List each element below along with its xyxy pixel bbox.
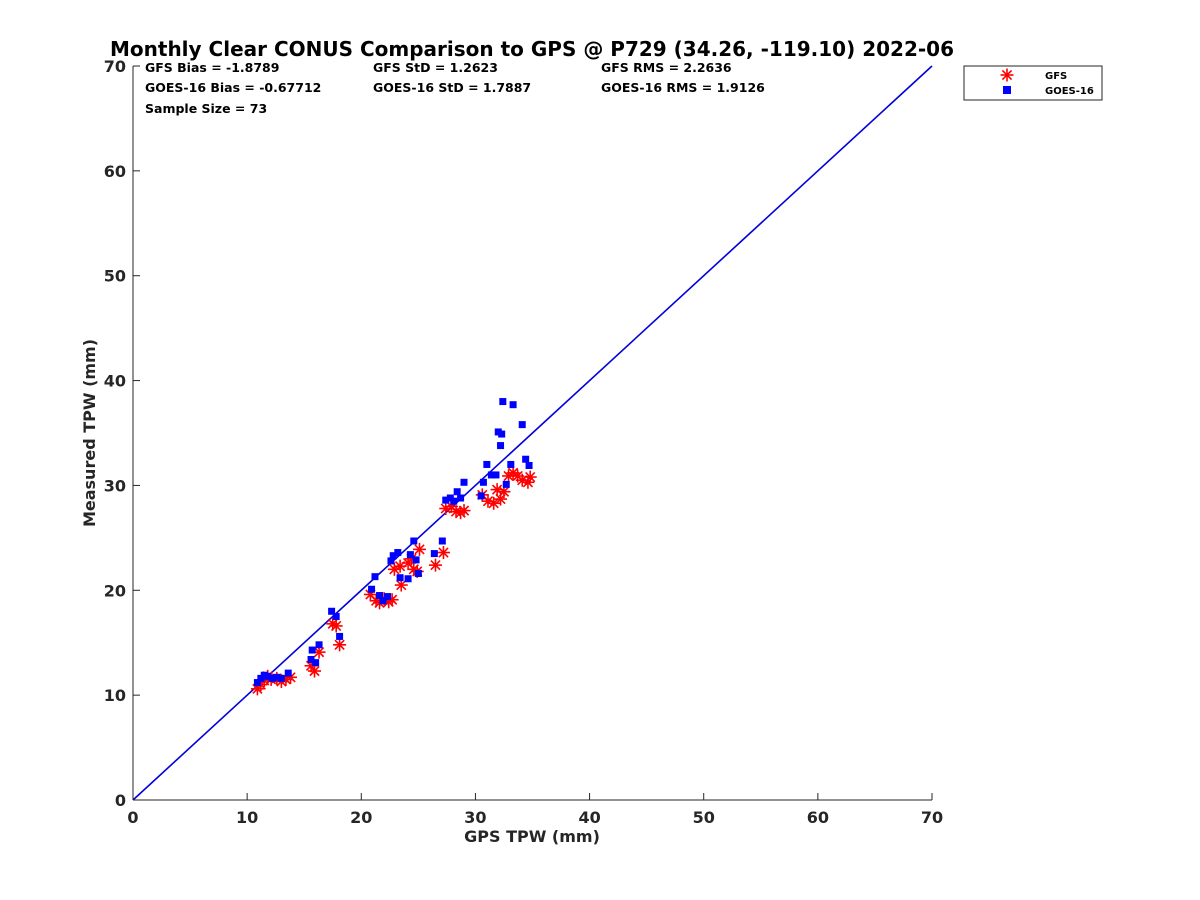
goes-16-series (253, 398, 533, 687)
goes-16-point (273, 673, 281, 681)
goes-16-point (410, 537, 418, 545)
chart-title: Monthly Clear CONUS Comparison to GPS @ … (110, 37, 954, 61)
goes-16-point (284, 669, 292, 677)
x-tick-label: 70 (921, 808, 943, 827)
axis-ticks: 0 10 20 30 40 50 60 70 0 10 20 30 40 50 60 70 (104, 57, 943, 827)
goes-16-point (483, 460, 491, 468)
goes-16-point (336, 632, 344, 640)
goes-bias-text: GOES-16 Bias = -0.67712 (145, 80, 321, 95)
gfs-point (333, 638, 347, 652)
y-tick-label: 60 (104, 162, 126, 181)
gfs-point (428, 558, 442, 572)
goes-16-point (368, 585, 376, 593)
y-tick-label: 0 (115, 791, 126, 810)
goes-16-point (312, 659, 320, 667)
x-tick-label: 20 (350, 808, 372, 827)
gfs-point (329, 619, 343, 633)
goes-16-point (497, 442, 505, 450)
y-tick-label: 50 (104, 267, 126, 286)
goes-16-point (406, 551, 414, 559)
y-tick-label: 10 (104, 686, 126, 705)
legend-gfs-asterisk (1000, 68, 1014, 82)
goes-16-point (268, 674, 276, 682)
goes-16-point (328, 607, 336, 615)
goes-16-point (502, 480, 510, 488)
gfs-point (307, 664, 321, 678)
legend-gfs-label: GFS (1045, 71, 1067, 82)
goes-16-point (277, 674, 285, 682)
goes-16-point (507, 460, 515, 468)
goes-16-point (492, 471, 500, 479)
goes-16-point (412, 556, 420, 564)
goes-16-point (315, 641, 323, 649)
y-tick-label: 70 (104, 57, 126, 76)
legend-gfs-marker (1000, 68, 1014, 82)
plot-area: 0 10 20 30 40 50 60 70 0 10 20 30 40 50 60 70 (104, 57, 943, 827)
goes-16-point (487, 471, 495, 479)
goes-16-point (498, 430, 506, 438)
goes-16-point (450, 497, 458, 505)
gfs-bias-text: GFS Bias = -1.8789 (145, 60, 279, 75)
legend-box (963, 65, 1103, 101)
goes-16-point (389, 552, 397, 560)
x-tick-label: 0 (127, 808, 138, 827)
goes-16-point (509, 401, 517, 409)
goes-16-point (499, 398, 507, 406)
goes-16-point (522, 455, 530, 463)
goes-16-point (396, 574, 404, 582)
goes-16-point (442, 496, 450, 504)
sample-size-text: Sample Size = 73 (145, 101, 267, 116)
goes-16-point (379, 597, 387, 605)
legend: GFS GOES-16 (963, 65, 1103, 101)
x-tick-label: 10 (236, 808, 258, 827)
x-tick-label: 40 (578, 808, 600, 827)
x-tick-label: 50 (693, 808, 715, 827)
legend-goes-16-label: GOES-16 (1045, 86, 1094, 97)
gfs-point (487, 496, 501, 510)
y-axis-label: Measured TPW (mm) (80, 339, 99, 527)
x-axis-label: GPS TPW (mm) (464, 827, 600, 846)
goes-16-point (264, 672, 272, 680)
goes-rms-text: GOES-16 RMS = 1.9126 (601, 80, 765, 95)
goes-16-point (477, 492, 485, 500)
goes-16-point (253, 679, 261, 687)
y-tick-label: 30 (104, 476, 126, 495)
goes-16-point (384, 593, 392, 601)
gfs-point (523, 470, 537, 484)
gfs-point (436, 546, 450, 560)
x-tick-label: 60 (807, 808, 829, 827)
gfs-rms-text: GFS RMS = 2.2636 (601, 60, 732, 75)
goes-16-point (387, 557, 395, 565)
goes-16-point (525, 462, 533, 470)
goes-16-point (404, 575, 412, 583)
goes-16-point (376, 592, 384, 600)
goes-16-point (438, 537, 446, 545)
goes-16-point (453, 488, 461, 496)
goes-16-point (430, 550, 438, 558)
goes-16-point (307, 655, 315, 663)
goes-16-point (414, 570, 422, 578)
gfs-point (457, 504, 471, 518)
legend-goes-16-marker (1003, 86, 1011, 94)
y-tick-label: 20 (104, 581, 126, 600)
goes-16-point (457, 494, 465, 502)
y-tick-label: 40 (104, 372, 126, 391)
goes-16-point (394, 549, 402, 557)
goes-16-point (332, 613, 340, 620)
x-tick-label: 30 (464, 808, 486, 827)
gfs-std-text: GFS StD = 1.2623 (373, 60, 498, 75)
goes-16-point (479, 478, 487, 486)
goes-16-point (460, 478, 468, 486)
goes-16-point (518, 421, 526, 429)
goes-16-point (371, 573, 379, 581)
goes-16-point (308, 646, 316, 654)
gfs-point (412, 542, 426, 556)
goes-std-text: GOES-16 StD = 1.7887 (373, 80, 531, 95)
